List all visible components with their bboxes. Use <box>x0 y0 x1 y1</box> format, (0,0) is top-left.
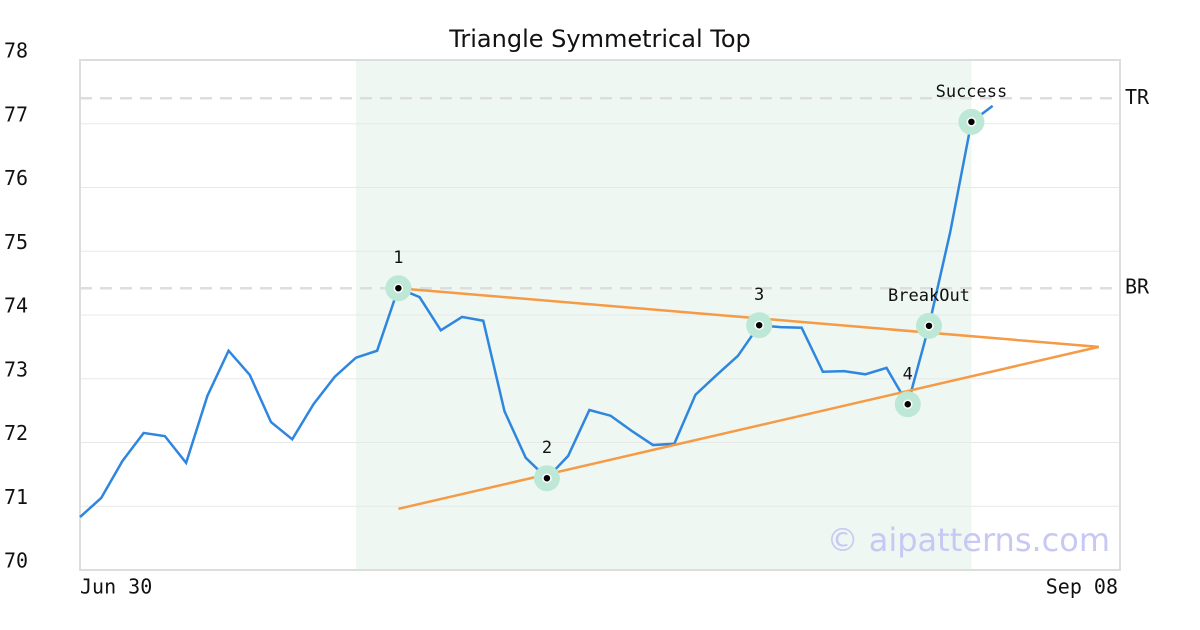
y-tick-label: 72 <box>4 421 28 445</box>
x-tick-label: Jun 30 <box>80 575 152 599</box>
pattern-point <box>966 117 977 127</box>
pattern-point <box>924 321 934 331</box>
pattern-point <box>754 320 764 330</box>
pattern-point <box>393 283 404 293</box>
y-tick-label: 77 <box>4 102 28 126</box>
y-tick-label: 71 <box>4 485 28 509</box>
pattern-label: 1 <box>393 248 403 268</box>
watermark: © aipatterns.com <box>827 521 1110 559</box>
chart-title: Triangle Symmetrical Top <box>448 25 751 53</box>
pattern-label: 2 <box>542 438 552 458</box>
y-tick-label: 76 <box>4 166 28 190</box>
pattern-label: 3 <box>754 285 764 305</box>
pattern-label: Success <box>936 82 1008 102</box>
trend-line <box>398 286 1099 349</box>
price-line <box>79 104 994 519</box>
trend-line <box>398 345 1100 511</box>
pattern-label: BreakOut <box>888 286 970 306</box>
y-tick-label: 70 <box>4 549 28 573</box>
y-tick-label: 74 <box>4 294 28 318</box>
y-tick-label: 73 <box>4 357 28 381</box>
pattern-point <box>903 399 913 409</box>
x-tick-label: Sep 08 <box>1046 575 1118 599</box>
plot-frame <box>79 59 1121 571</box>
y-tick-label: 78 <box>4 39 28 63</box>
pattern-label: 4 <box>903 364 913 384</box>
pattern-point <box>542 473 552 483</box>
y-tick-label: 75 <box>4 230 28 254</box>
level-label: BR <box>1125 275 1150 299</box>
level-label: TR <box>1125 85 1150 109</box>
